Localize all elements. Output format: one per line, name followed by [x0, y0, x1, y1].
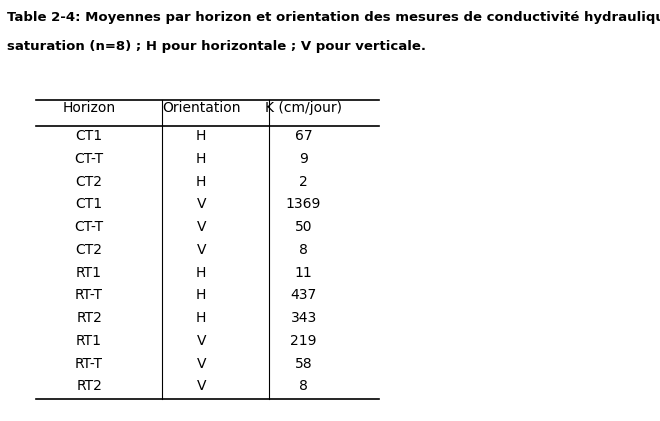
Text: 67: 67 [295, 129, 312, 143]
Text: V: V [197, 334, 206, 348]
Text: V: V [197, 220, 206, 234]
Text: CT2: CT2 [76, 175, 102, 189]
Text: 8: 8 [299, 243, 308, 257]
Text: RT-T: RT-T [75, 357, 103, 370]
Text: CT1: CT1 [75, 129, 103, 143]
Text: 50: 50 [295, 220, 312, 234]
Text: Table 2-4: Moyennes par horizon et orientation des mesures de conductivité hydra: Table 2-4: Moyennes par horizon et orien… [7, 11, 660, 24]
Text: RT-T: RT-T [75, 288, 103, 302]
Text: H: H [196, 311, 207, 325]
Text: CT-T: CT-T [75, 220, 104, 234]
Text: CT1: CT1 [75, 197, 103, 211]
Text: H: H [196, 152, 207, 166]
Text: 343: 343 [290, 311, 317, 325]
Text: V: V [197, 243, 206, 257]
Text: CT-T: CT-T [75, 152, 104, 166]
Text: V: V [197, 197, 206, 211]
Text: Orientation: Orientation [162, 101, 240, 115]
Text: H: H [196, 266, 207, 280]
Text: saturation (n=8) ; H pour horizontale ; V pour verticale.: saturation (n=8) ; H pour horizontale ; … [7, 40, 426, 53]
Text: RT1: RT1 [76, 334, 102, 348]
Text: RT1: RT1 [76, 266, 102, 280]
Text: 219: 219 [290, 334, 317, 348]
Text: H: H [196, 288, 207, 302]
Text: H: H [196, 175, 207, 189]
Text: V: V [197, 357, 206, 370]
Text: V: V [197, 379, 206, 393]
Text: 437: 437 [290, 288, 317, 302]
Text: 9: 9 [299, 152, 308, 166]
Text: 11: 11 [295, 266, 312, 280]
Text: RT2: RT2 [76, 379, 102, 393]
Text: 1369: 1369 [286, 197, 321, 211]
Text: RT2: RT2 [76, 311, 102, 325]
Text: CT2: CT2 [76, 243, 102, 257]
Text: Horizon: Horizon [63, 101, 116, 115]
Text: H: H [196, 129, 207, 143]
Text: K (cm/jour): K (cm/jour) [265, 101, 342, 115]
Text: 58: 58 [295, 357, 312, 370]
Text: 8: 8 [299, 379, 308, 393]
Text: 2: 2 [299, 175, 308, 189]
